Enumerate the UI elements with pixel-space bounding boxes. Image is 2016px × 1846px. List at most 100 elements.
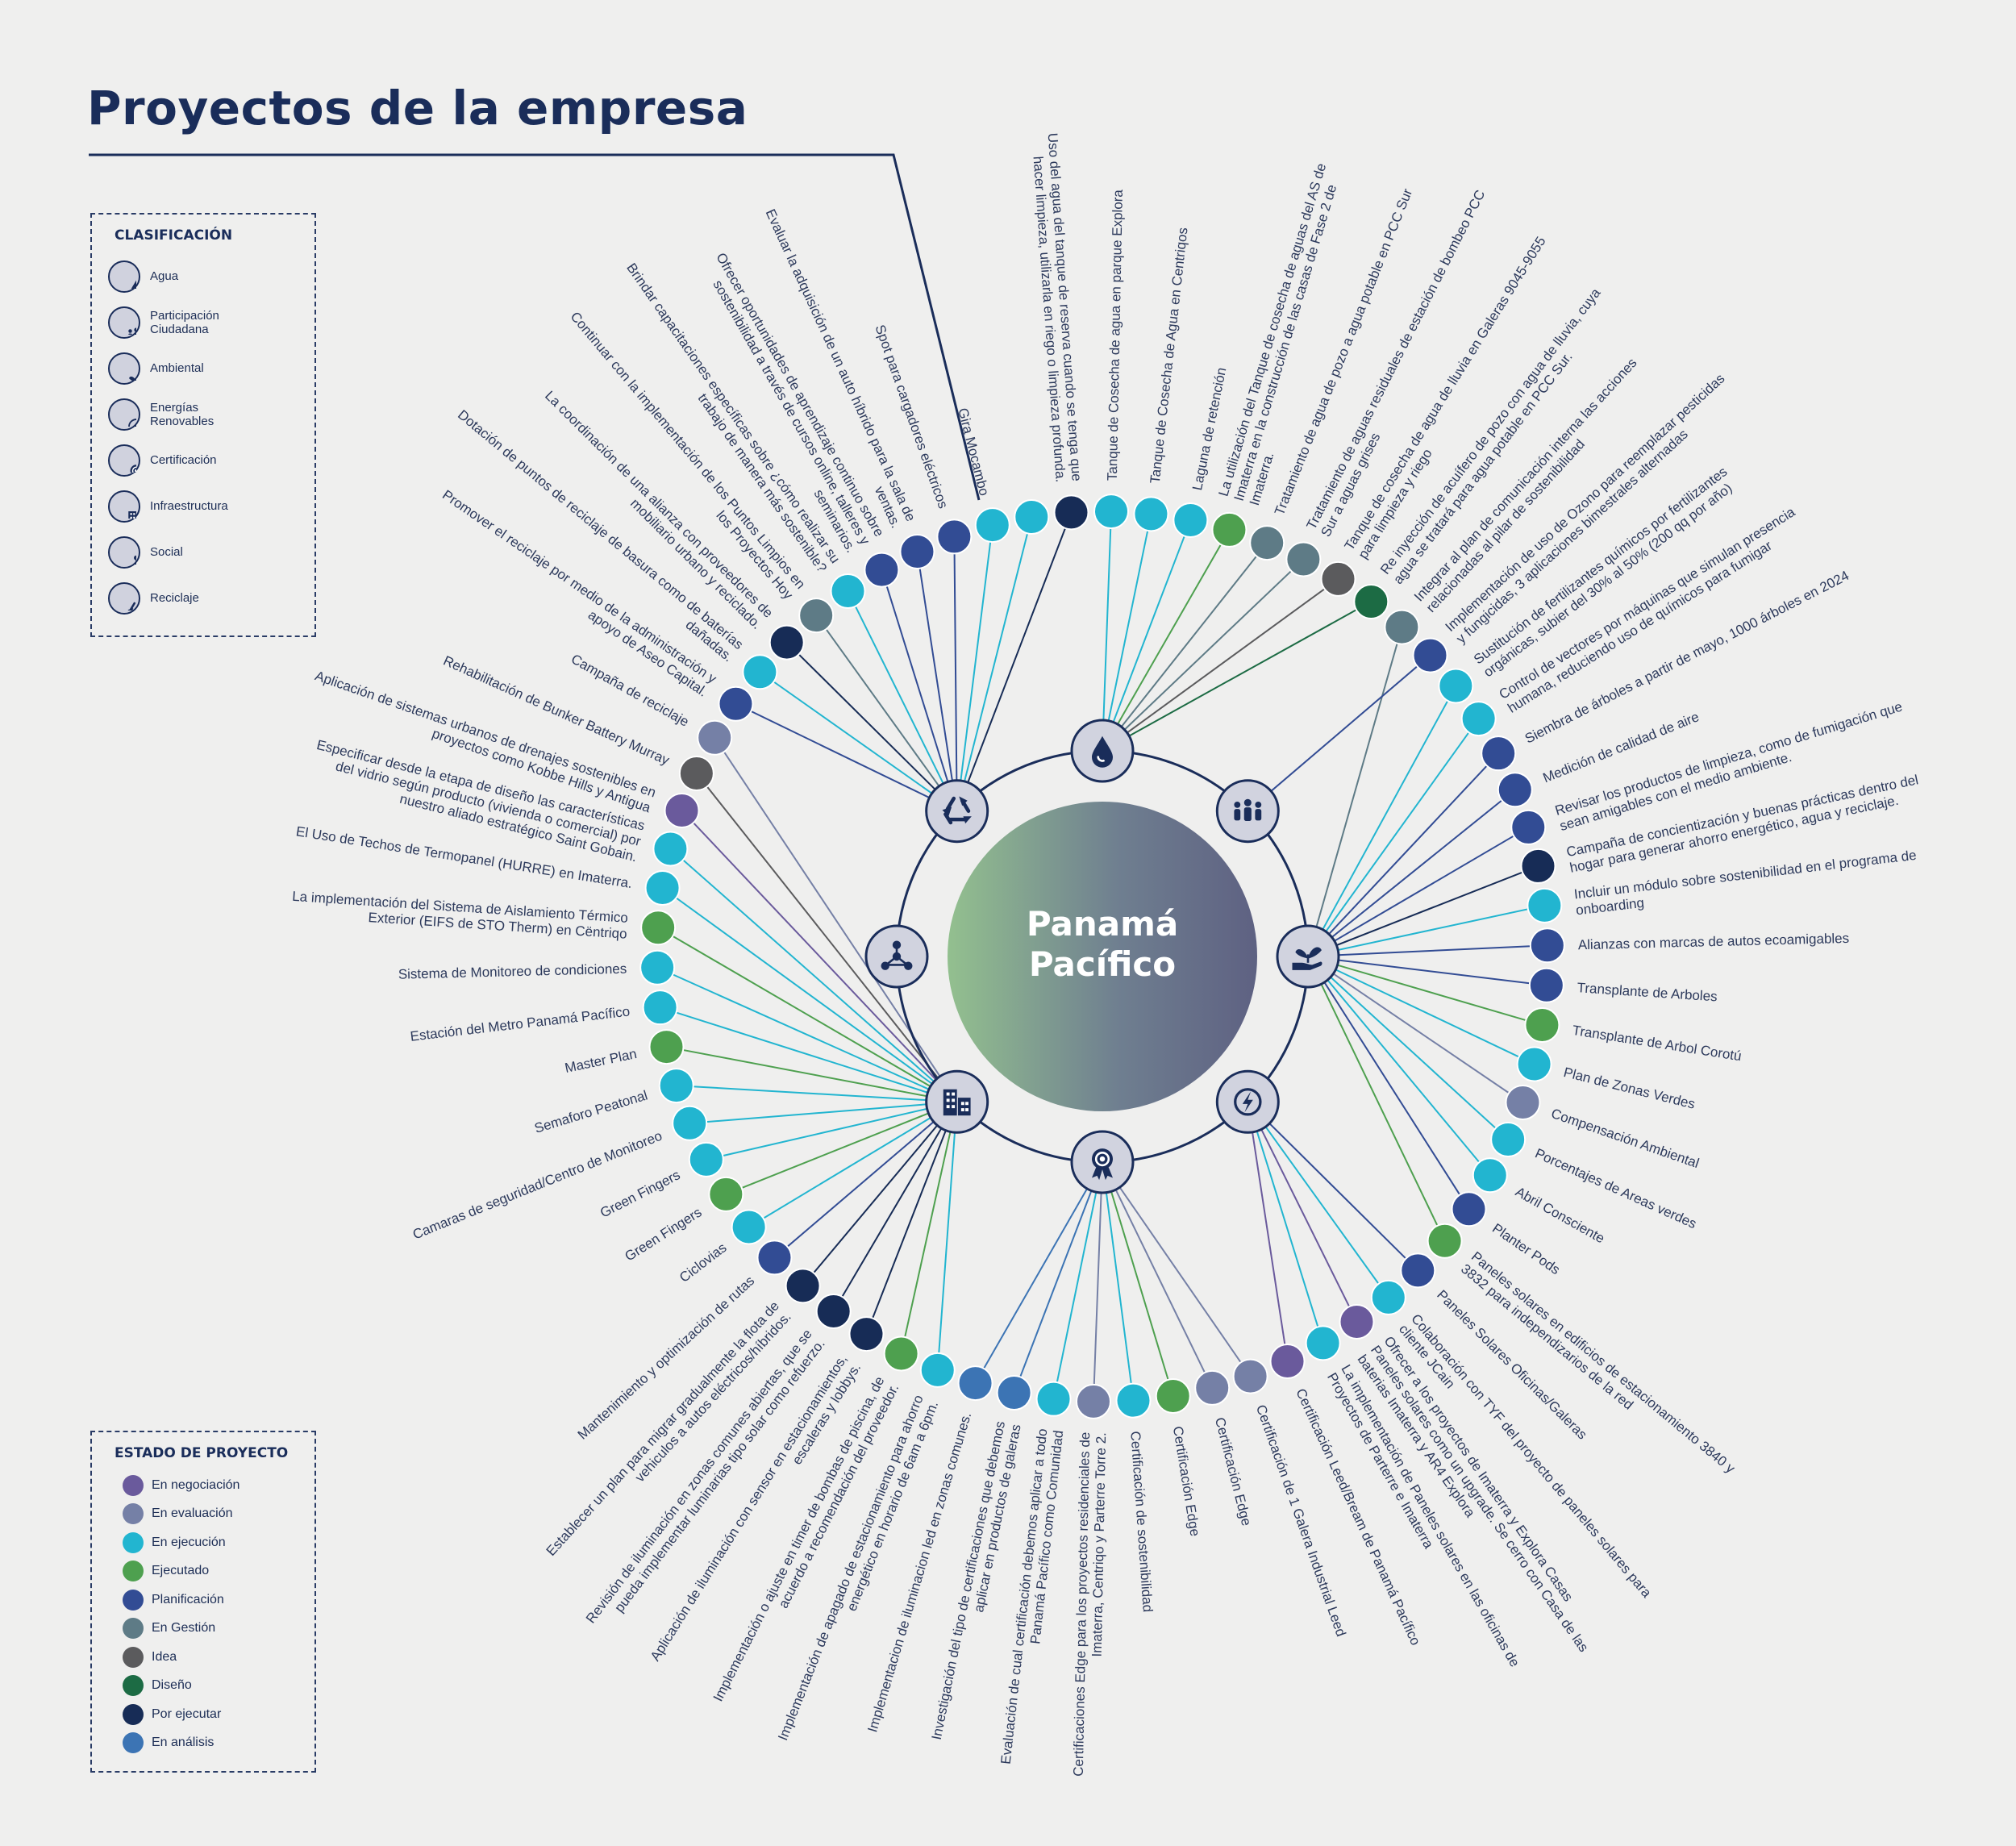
project-dot[interactable] <box>1516 1046 1552 1082</box>
project-dot[interactable] <box>1353 583 1389 619</box>
project-dot[interactable] <box>1035 1381 1072 1417</box>
project-dot[interactable] <box>652 831 689 867</box>
project-dot[interactable] <box>1211 511 1248 548</box>
connector-line <box>681 810 958 1102</box>
project-dot[interactable] <box>1269 1344 1306 1380</box>
project-dot[interactable] <box>883 1336 919 1372</box>
project-dot[interactable] <box>785 1268 821 1304</box>
connector-line <box>1307 685 1457 957</box>
project-label: Green Fingers <box>623 1204 705 1264</box>
connector-line <box>802 1101 958 1287</box>
project-dot[interactable] <box>1528 967 1564 1003</box>
project-dot[interactable] <box>678 755 714 791</box>
hub-infraestructura[interactable] <box>925 1069 989 1134</box>
page-title: Proyectos de la empresa <box>87 81 748 135</box>
hub-agua[interactable] <box>1070 719 1135 783</box>
hub-ambiental[interactable] <box>1276 924 1340 989</box>
project-dot[interactable] <box>1527 887 1563 923</box>
project-dot[interactable] <box>1194 1369 1231 1406</box>
connector-line <box>759 671 958 812</box>
project-dot[interactable] <box>1305 1325 1341 1361</box>
project-dot[interactable] <box>639 949 676 986</box>
project-dot[interactable] <box>644 870 681 906</box>
status-dot <box>123 1561 144 1582</box>
project-dot[interactable] <box>1472 1157 1508 1194</box>
project-dot[interactable] <box>1438 668 1474 704</box>
hub-reciclaje[interactable] <box>925 779 989 844</box>
project-dot[interactable] <box>848 1316 885 1352</box>
project-dot[interactable] <box>899 533 935 569</box>
connector-line <box>1307 789 1516 957</box>
connector-line <box>1102 1161 1174 1397</box>
project-dot[interactable] <box>1053 494 1089 531</box>
project-label: Semaforo Peatonal <box>532 1087 649 1136</box>
project-dot[interactable] <box>1490 1122 1527 1158</box>
project-dot[interactable] <box>1339 1303 1375 1340</box>
project-dot[interactable] <box>708 1176 744 1212</box>
project-dot[interactable] <box>718 685 754 722</box>
connector-line <box>1307 627 1403 957</box>
project-dot[interactable] <box>642 990 678 1026</box>
project-dot[interactable] <box>1014 499 1050 535</box>
project-dot[interactable] <box>1412 637 1448 673</box>
project-label: Certificación de sostenibilidad <box>1127 1431 1156 1613</box>
project-dot[interactable] <box>731 1209 767 1245</box>
project-dot[interactable] <box>957 1365 993 1402</box>
project-dot[interactable] <box>1320 560 1356 597</box>
hub-energias[interactable] <box>1215 1069 1280 1134</box>
project-dot[interactable] <box>864 552 900 588</box>
project-label: La implementación del Sistema de Aislami… <box>290 889 628 942</box>
project-dot[interactable] <box>768 624 805 660</box>
project-dot[interactable] <box>672 1105 708 1141</box>
hub-social[interactable] <box>864 924 929 989</box>
project-dot[interactable] <box>1093 494 1130 530</box>
project-dot[interactable] <box>798 598 835 634</box>
connector-line <box>661 887 958 1103</box>
status-dot <box>123 1646 144 1668</box>
project-dot[interactable] <box>1460 701 1497 737</box>
project-dot[interactable] <box>1524 1006 1560 1043</box>
project-dot[interactable] <box>830 573 866 610</box>
project-dot[interactable] <box>1249 525 1285 561</box>
project-dot[interactable] <box>1173 502 1209 538</box>
project-dot[interactable] <box>1505 1085 1541 1121</box>
connector-line <box>1102 511 1113 752</box>
project-dot[interactable] <box>1115 1382 1152 1419</box>
project-dot[interactable] <box>1155 1377 1191 1414</box>
project-dot[interactable] <box>742 654 778 690</box>
project-dot[interactable] <box>1481 735 1517 772</box>
project-dot[interactable] <box>1497 772 1533 808</box>
project-dot[interactable] <box>974 507 1010 544</box>
project-dot[interactable] <box>1075 1383 1111 1419</box>
project-dot[interactable] <box>648 1029 685 1065</box>
project-dot[interactable] <box>1133 496 1169 532</box>
project-dot[interactable] <box>1529 927 1565 964</box>
project-dot[interactable] <box>756 1240 793 1276</box>
project-dot[interactable] <box>1285 541 1322 577</box>
project-dot[interactable] <box>996 1375 1032 1411</box>
status-label: En evaluación <box>152 1506 233 1521</box>
project-dot[interactable] <box>936 519 973 555</box>
project-dot[interactable] <box>1510 809 1547 845</box>
classification-label: Ambiental <box>150 361 204 375</box>
project-dot[interactable] <box>697 719 733 756</box>
project-dot[interactable] <box>1427 1223 1463 1259</box>
project-dot[interactable] <box>664 792 700 828</box>
project-dot[interactable] <box>1451 1191 1487 1227</box>
project-dot[interactable] <box>658 1068 694 1104</box>
project-dot[interactable] <box>1520 848 1556 884</box>
project-dot[interactable] <box>640 910 677 946</box>
connector-line <box>936 1102 958 1370</box>
project-dot[interactable] <box>1232 1358 1268 1394</box>
hub-participacion[interactable] <box>1215 779 1280 844</box>
project-dot[interactable] <box>1370 1279 1406 1315</box>
connector-line <box>865 1101 958 1335</box>
project-label: Certificación Edge <box>1212 1416 1254 1527</box>
project-dot[interactable] <box>688 1141 724 1177</box>
project-dot[interactable] <box>919 1352 956 1388</box>
project-dot[interactable] <box>815 1294 852 1330</box>
project-dot[interactable] <box>1384 609 1420 645</box>
center-label-line1: Panamá <box>1027 904 1178 944</box>
project-dot[interactable] <box>1400 1252 1436 1289</box>
hub-certificacion[interactable] <box>1070 1130 1135 1194</box>
